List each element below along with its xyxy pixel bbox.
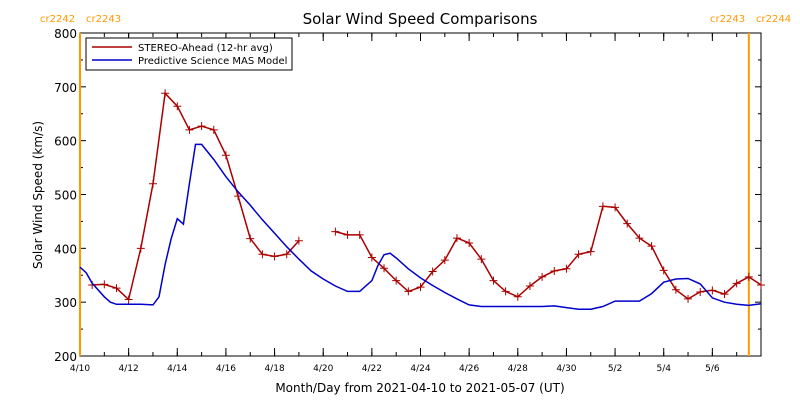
data-point-stereo — [671, 285, 680, 294]
data-point-stereo — [282, 250, 291, 259]
data-point-stereo — [343, 230, 352, 239]
data-point-stereo — [647, 242, 656, 251]
legend: STEREO-Ahead (12-hr avg) Predictive Scie… — [85, 37, 293, 71]
legend-box — [85, 37, 293, 71]
data-point-stereo — [100, 280, 109, 289]
chart-title: Solar Wind Speed Comparisons — [303, 10, 538, 28]
carrington-rotation-markers — [79, 33, 750, 356]
data-point-stereo — [331, 227, 340, 236]
x-tick-label: 4/16 — [216, 364, 236, 374]
carrington-label-right: cr2243 — [86, 14, 121, 25]
carrington-label-right: cr2244 — [756, 14, 791, 25]
data-point-stereo — [270, 252, 279, 261]
data-point-stereo — [708, 286, 717, 295]
y-tick-label: 400 — [54, 242, 77, 256]
data-point-stereo — [416, 283, 425, 292]
carrington-label-left: cr2242 — [40, 14, 75, 25]
data-point-stereo — [757, 280, 765, 289]
data-point-stereo — [234, 192, 243, 201]
data-point-stereo — [744, 272, 753, 281]
legend-label-stereo: STEREO-Ahead (12-hr avg) — [138, 43, 273, 54]
carrington-rotation-labels: cr2242 cr2243 cr2243 cr2244 — [40, 14, 791, 25]
x-axis: 4/10 4/12 4/14 4/16 4/18 4/20 4/22 4/24 4/26 4/28… — [70, 33, 762, 374]
data-point-stereo — [489, 276, 498, 285]
y-tick-label: 700 — [54, 81, 77, 95]
data-point-stereo — [173, 102, 182, 111]
data-point-stereo — [684, 294, 693, 303]
data-point-stereo — [513, 292, 522, 301]
x-tick-label: 4/18 — [264, 364, 284, 374]
data-point-stereo — [586, 247, 595, 256]
data-point-stereo — [209, 125, 218, 134]
data-point-stereo — [246, 234, 255, 243]
data-point-stereo — [574, 250, 583, 259]
data-point-stereo — [367, 253, 376, 262]
data-point-stereo — [161, 89, 170, 98]
x-tick-label: 4/30 — [556, 364, 576, 374]
carrington-label-left: cr2243 — [710, 14, 745, 25]
data-point-stereo — [355, 230, 364, 239]
data-point-stereo — [732, 279, 741, 288]
data-point-stereo — [136, 244, 145, 253]
data-point-stereo — [440, 256, 449, 265]
data-point-stereo — [720, 290, 729, 299]
x-tick-label: 5/4 — [656, 364, 671, 374]
y-tick-label: 300 — [54, 296, 77, 310]
y-tick-label: 200 — [54, 350, 77, 364]
data-point-stereo — [258, 250, 267, 259]
x-axis-label: Month/Day from 2021-04-10 to 2021-05-07 … — [275, 381, 564, 395]
data-point-stereo — [611, 203, 620, 212]
data-point-stereo — [659, 266, 668, 275]
y-tick-label: 800 — [54, 27, 77, 41]
data-point-stereo — [477, 255, 486, 264]
series-layer — [79, 89, 765, 310]
data-point-stereo — [452, 234, 461, 243]
series-line-stereo — [335, 205, 762, 300]
data-point-stereo — [221, 151, 230, 160]
series-line-mas — [79, 143, 762, 310]
x-tick-label: 5/6 — [705, 364, 720, 374]
data-point-stereo — [197, 122, 206, 131]
x-tick-label: 4/26 — [459, 364, 479, 374]
x-tick-label: 4/20 — [313, 364, 333, 374]
y-axis: 200 300 400 500 600 700 800 — [54, 27, 761, 364]
x-tick-label: 5/2 — [608, 364, 622, 374]
data-point-stereo — [294, 236, 303, 245]
data-point-stereo — [112, 284, 121, 293]
y-tick-label: 600 — [54, 135, 77, 149]
x-tick-label: 4/10 — [70, 364, 90, 374]
data-point-stereo — [598, 202, 607, 211]
data-point-stereo — [562, 264, 571, 273]
y-tick-label: 500 — [54, 189, 77, 203]
data-point-stereo — [392, 276, 401, 285]
y-axis-label: Solar Wind Speed (km/s) — [31, 121, 45, 269]
legend-label-mas: Predictive Science MAS Model — [138, 56, 287, 67]
data-point-stereo — [696, 287, 705, 296]
data-point-stereo — [550, 266, 559, 275]
x-tick-label: 4/28 — [508, 364, 528, 374]
data-point-stereo — [404, 287, 413, 296]
data-point-stereo — [124, 295, 133, 304]
x-tick-label: 4/24 — [410, 364, 430, 374]
x-tick-label: 4/14 — [167, 364, 187, 374]
data-point-stereo — [501, 287, 510, 296]
x-tick-label: 4/12 — [119, 364, 139, 374]
x-tick-label: 4/22 — [362, 364, 382, 374]
data-point-stereo — [538, 272, 547, 281]
data-point-stereo — [635, 234, 644, 243]
data-point-stereo — [525, 282, 534, 291]
data-point-stereo — [148, 179, 157, 188]
data-point-stereo — [623, 219, 632, 228]
data-point-stereo — [465, 238, 474, 247]
data-point-stereo — [185, 125, 194, 134]
data-point-stereo — [380, 264, 389, 273]
data-point-stereo — [428, 267, 437, 276]
